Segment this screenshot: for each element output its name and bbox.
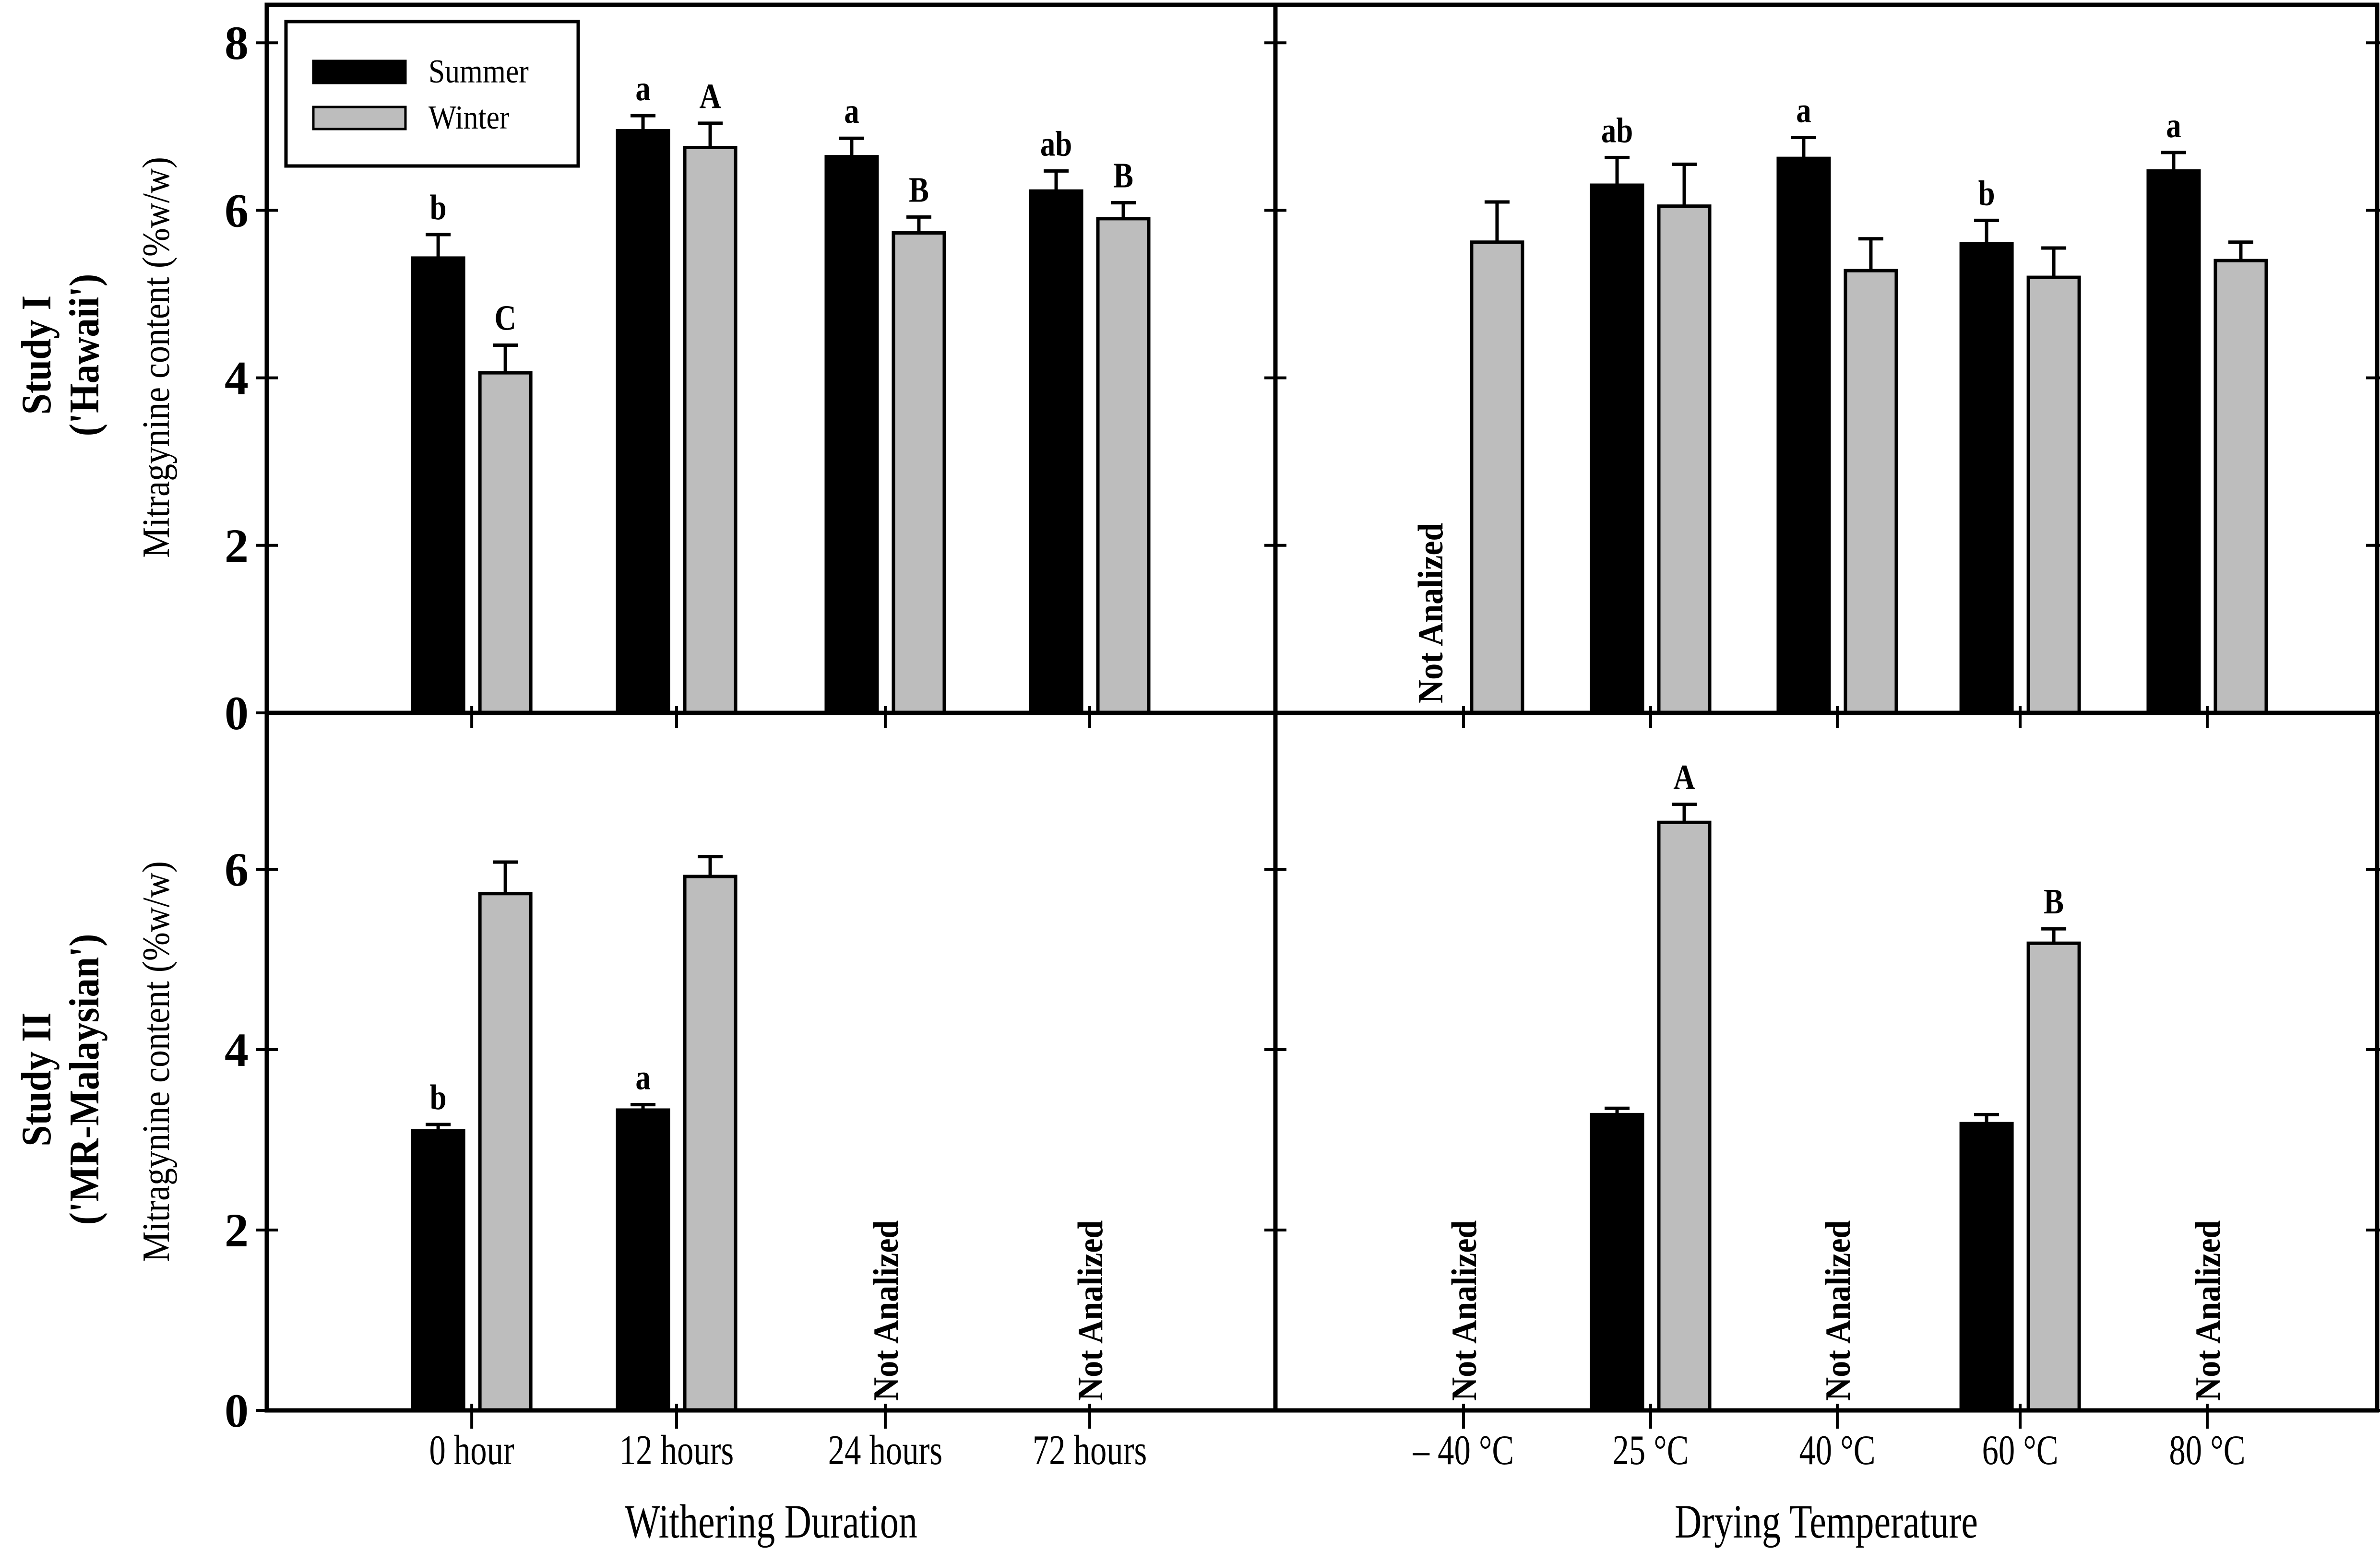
bar-summer-r0c0-g2 (824, 155, 879, 715)
bar-winter-r0c0-g0 (478, 371, 533, 715)
bar-summer-r1c1-g3 (1959, 1122, 2014, 1412)
bar-summer-r0c1-g4 (2146, 169, 2201, 715)
significance-letter: C (494, 298, 516, 338)
bar-winter-r0c1-g2 (1844, 269, 1898, 715)
significance-letter: B (2044, 882, 2064, 921)
y-tick-label: 8 (225, 16, 249, 70)
bar-summer-r0c1-g3 (1959, 242, 2014, 715)
significance-letter: a (635, 69, 650, 108)
panel-border-r1c1 (1273, 710, 2380, 1413)
significance-letter: ab (1601, 111, 1633, 150)
not-analyzed-label: Not Analized (867, 1220, 905, 1401)
x-tick-label: 40 °C (1799, 1427, 1875, 1474)
significance-letter: ab (1040, 124, 1072, 164)
x-tick-label: 24 hours (828, 1427, 942, 1474)
not-analyzed-label: Not Analized (1819, 1220, 1857, 1401)
significance-letter: a (844, 92, 859, 131)
y-tick-label: 0 (225, 1384, 249, 1437)
significance-letter: A (1673, 757, 1695, 797)
bar-summer-r0c0-g3 (1029, 189, 1083, 715)
bar-summer-r0c1-g2 (1776, 156, 1831, 715)
bar-summer-r1c0-g1 (616, 1108, 670, 1412)
not-analyzed-label: Not Analized (1445, 1220, 1484, 1401)
bar-winter-r0c0-g1 (683, 145, 738, 715)
x-tick-label: 72 hours (1033, 1427, 1147, 1474)
bar-summer-r0c0-g1 (616, 129, 670, 715)
y-axis-title: Mitragynine content (%w/w) (135, 861, 178, 1262)
y-tick-label: 6 (225, 184, 249, 237)
significance-letter: a (2166, 106, 2181, 145)
y-axis-title: Mitragynine content (%w/w) (135, 157, 178, 558)
bar-winter-r1c0-g1 (683, 875, 738, 1412)
x-tick-label: 60 °C (1982, 1427, 2059, 1474)
y-tick-label: 0 (225, 686, 249, 740)
not-analyzed-label: Not Analized (1071, 1220, 1110, 1401)
significance-letter: a (635, 1058, 650, 1097)
not-analyzed-label: Not Analized (1411, 523, 1450, 703)
significance-letter: a (1796, 91, 1811, 130)
not-analyzed-label: Not Analized (2189, 1220, 2227, 1401)
bar-winter-r1c0-g0 (478, 892, 533, 1412)
bar-winter-r0c1-g0 (1470, 240, 1524, 715)
significance-letter: b (430, 188, 447, 227)
significance-letter: B (1113, 156, 1133, 195)
x-tick-label: 12 hours (619, 1427, 734, 1474)
legend-box (284, 20, 580, 168)
bar-winter-r1c1-g1 (1657, 820, 1712, 1412)
row-label-line1: Study I (13, 296, 60, 415)
x-tick-label: 0 hour (429, 1427, 514, 1474)
bar-winter-r0c0-g2 (892, 231, 946, 715)
y-tick-label: 4 (225, 352, 249, 405)
x-tick-label: 80 °C (2169, 1427, 2245, 1474)
significance-letter: b (430, 1077, 447, 1117)
bar-winter-r0c0-g3 (1096, 217, 1151, 715)
y-tick-label: 2 (225, 1204, 249, 1257)
x-tick-label: – 40 °C (1413, 1427, 1514, 1474)
legend-swatch-winter (312, 106, 407, 130)
bar-winter-r0c1-g4 (2213, 259, 2268, 715)
row-label-line2: ('Hawaii') (61, 274, 108, 437)
legend-swatch-summer (312, 59, 407, 84)
bar-summer-r0c1-g1 (1590, 183, 1644, 715)
legend-label-summer: Summer (428, 53, 529, 90)
significance-letter: b (1978, 174, 1995, 213)
significance-letter: A (699, 76, 721, 116)
y-tick-label: 2 (225, 519, 249, 572)
significance-letter: B (909, 170, 929, 210)
legend-label-winter: Winter (428, 99, 510, 136)
bar-summer-r1c0-g0 (411, 1129, 465, 1412)
bar-summer-r1c1-g1 (1590, 1112, 1644, 1412)
bar-winter-r0c1-g1 (1657, 204, 1712, 715)
x-tick-label: 25 °C (1613, 1427, 1689, 1474)
bar-summer-r0c0-g0 (411, 256, 465, 715)
x-axis-title: Drying Temperature (1675, 1495, 1978, 1548)
x-axis-title: Withering Duration (625, 1495, 917, 1548)
bar-winter-r1c1-g3 (2026, 941, 2081, 1412)
bar-winter-r0c1-g3 (2026, 275, 2081, 715)
row-label-line1: Study II (13, 1012, 60, 1147)
row-label-line2: ('MR-Malaysian') (61, 934, 108, 1225)
y-tick-label: 4 (225, 1023, 249, 1077)
y-tick-label: 6 (225, 843, 249, 896)
